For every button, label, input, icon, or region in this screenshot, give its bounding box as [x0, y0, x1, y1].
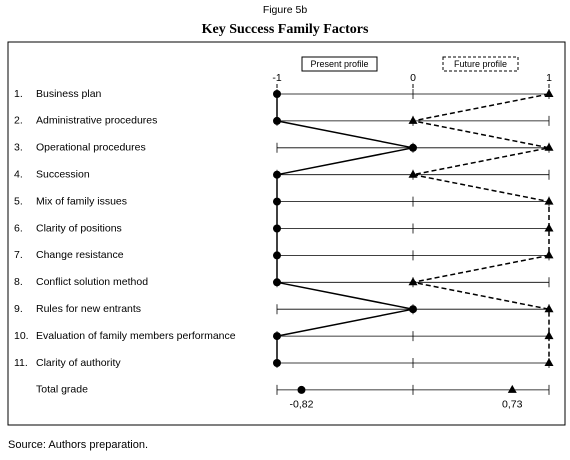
- point: [273, 90, 281, 98]
- point: [273, 224, 281, 233]
- point: [273, 278, 281, 287]
- legend-label: Future profile: [454, 59, 507, 69]
- row-number: 8.: [14, 276, 23, 288]
- row-number: 6.: [14, 222, 23, 234]
- point: [409, 143, 417, 152]
- row-number: 2.: [14, 115, 23, 127]
- point: [544, 89, 554, 97]
- row-number: 7.: [14, 249, 23, 261]
- category-label: Business plan: [36, 88, 102, 100]
- row-number: 5.: [14, 195, 23, 207]
- legend-box: [301, 56, 378, 72]
- point: [544, 250, 554, 259]
- point: [544, 358, 554, 366]
- total-value-label: 0,73: [502, 399, 523, 411]
- row-number: 4.: [14, 168, 23, 180]
- frame: [7, 41, 566, 426]
- figure-label: Figure 5b: [263, 4, 308, 16]
- point: [409, 305, 417, 314]
- point: [273, 332, 281, 341]
- point: [408, 115, 418, 124]
- row-number: 10.: [14, 330, 29, 342]
- chart-title: Key Success Family Factors: [202, 22, 369, 37]
- row-number: 9.: [14, 303, 23, 315]
- point: [297, 385, 306, 394]
- point: [544, 196, 554, 205]
- point: [408, 169, 418, 178]
- point: [507, 384, 517, 393]
- point: [273, 116, 281, 125]
- category-label: Conflict solution method: [36, 276, 148, 288]
- total-label: Total grade: [36, 384, 88, 396]
- category-label: Mix of family issues: [36, 195, 127, 207]
- category-label: Clarity of positions: [36, 222, 122, 234]
- legend-box: [442, 56, 519, 72]
- row-number: 3.: [14, 142, 23, 154]
- x-tick-label: 0: [410, 72, 416, 84]
- point: [544, 331, 554, 340]
- legend-label: Present profile: [310, 59, 368, 69]
- point: [273, 170, 281, 179]
- point: [544, 223, 554, 232]
- category-label: Clarity of authority: [36, 357, 121, 369]
- point: [273, 251, 281, 260]
- x-tick-label: -1: [272, 72, 281, 84]
- category-label: Rules for new entrants: [36, 303, 141, 315]
- source: Source: Authors preparation.: [8, 439, 148, 451]
- x-tick-label: 1: [546, 72, 552, 84]
- row-number: 1.: [14, 88, 23, 100]
- category-label: Evaluation of family members performance: [36, 330, 236, 342]
- point: [408, 277, 418, 286]
- point: [273, 197, 281, 206]
- total-value-label: -0,82: [290, 399, 314, 411]
- category-label: Change resistance: [36, 249, 124, 261]
- point: [544, 142, 554, 151]
- category-label: Succession: [36, 168, 90, 180]
- category-label: Administrative procedures: [36, 115, 157, 127]
- point: [544, 304, 554, 313]
- point: [273, 359, 281, 367]
- row-number: 11.: [14, 357, 28, 369]
- category-label: Operational procedures: [36, 142, 146, 154]
